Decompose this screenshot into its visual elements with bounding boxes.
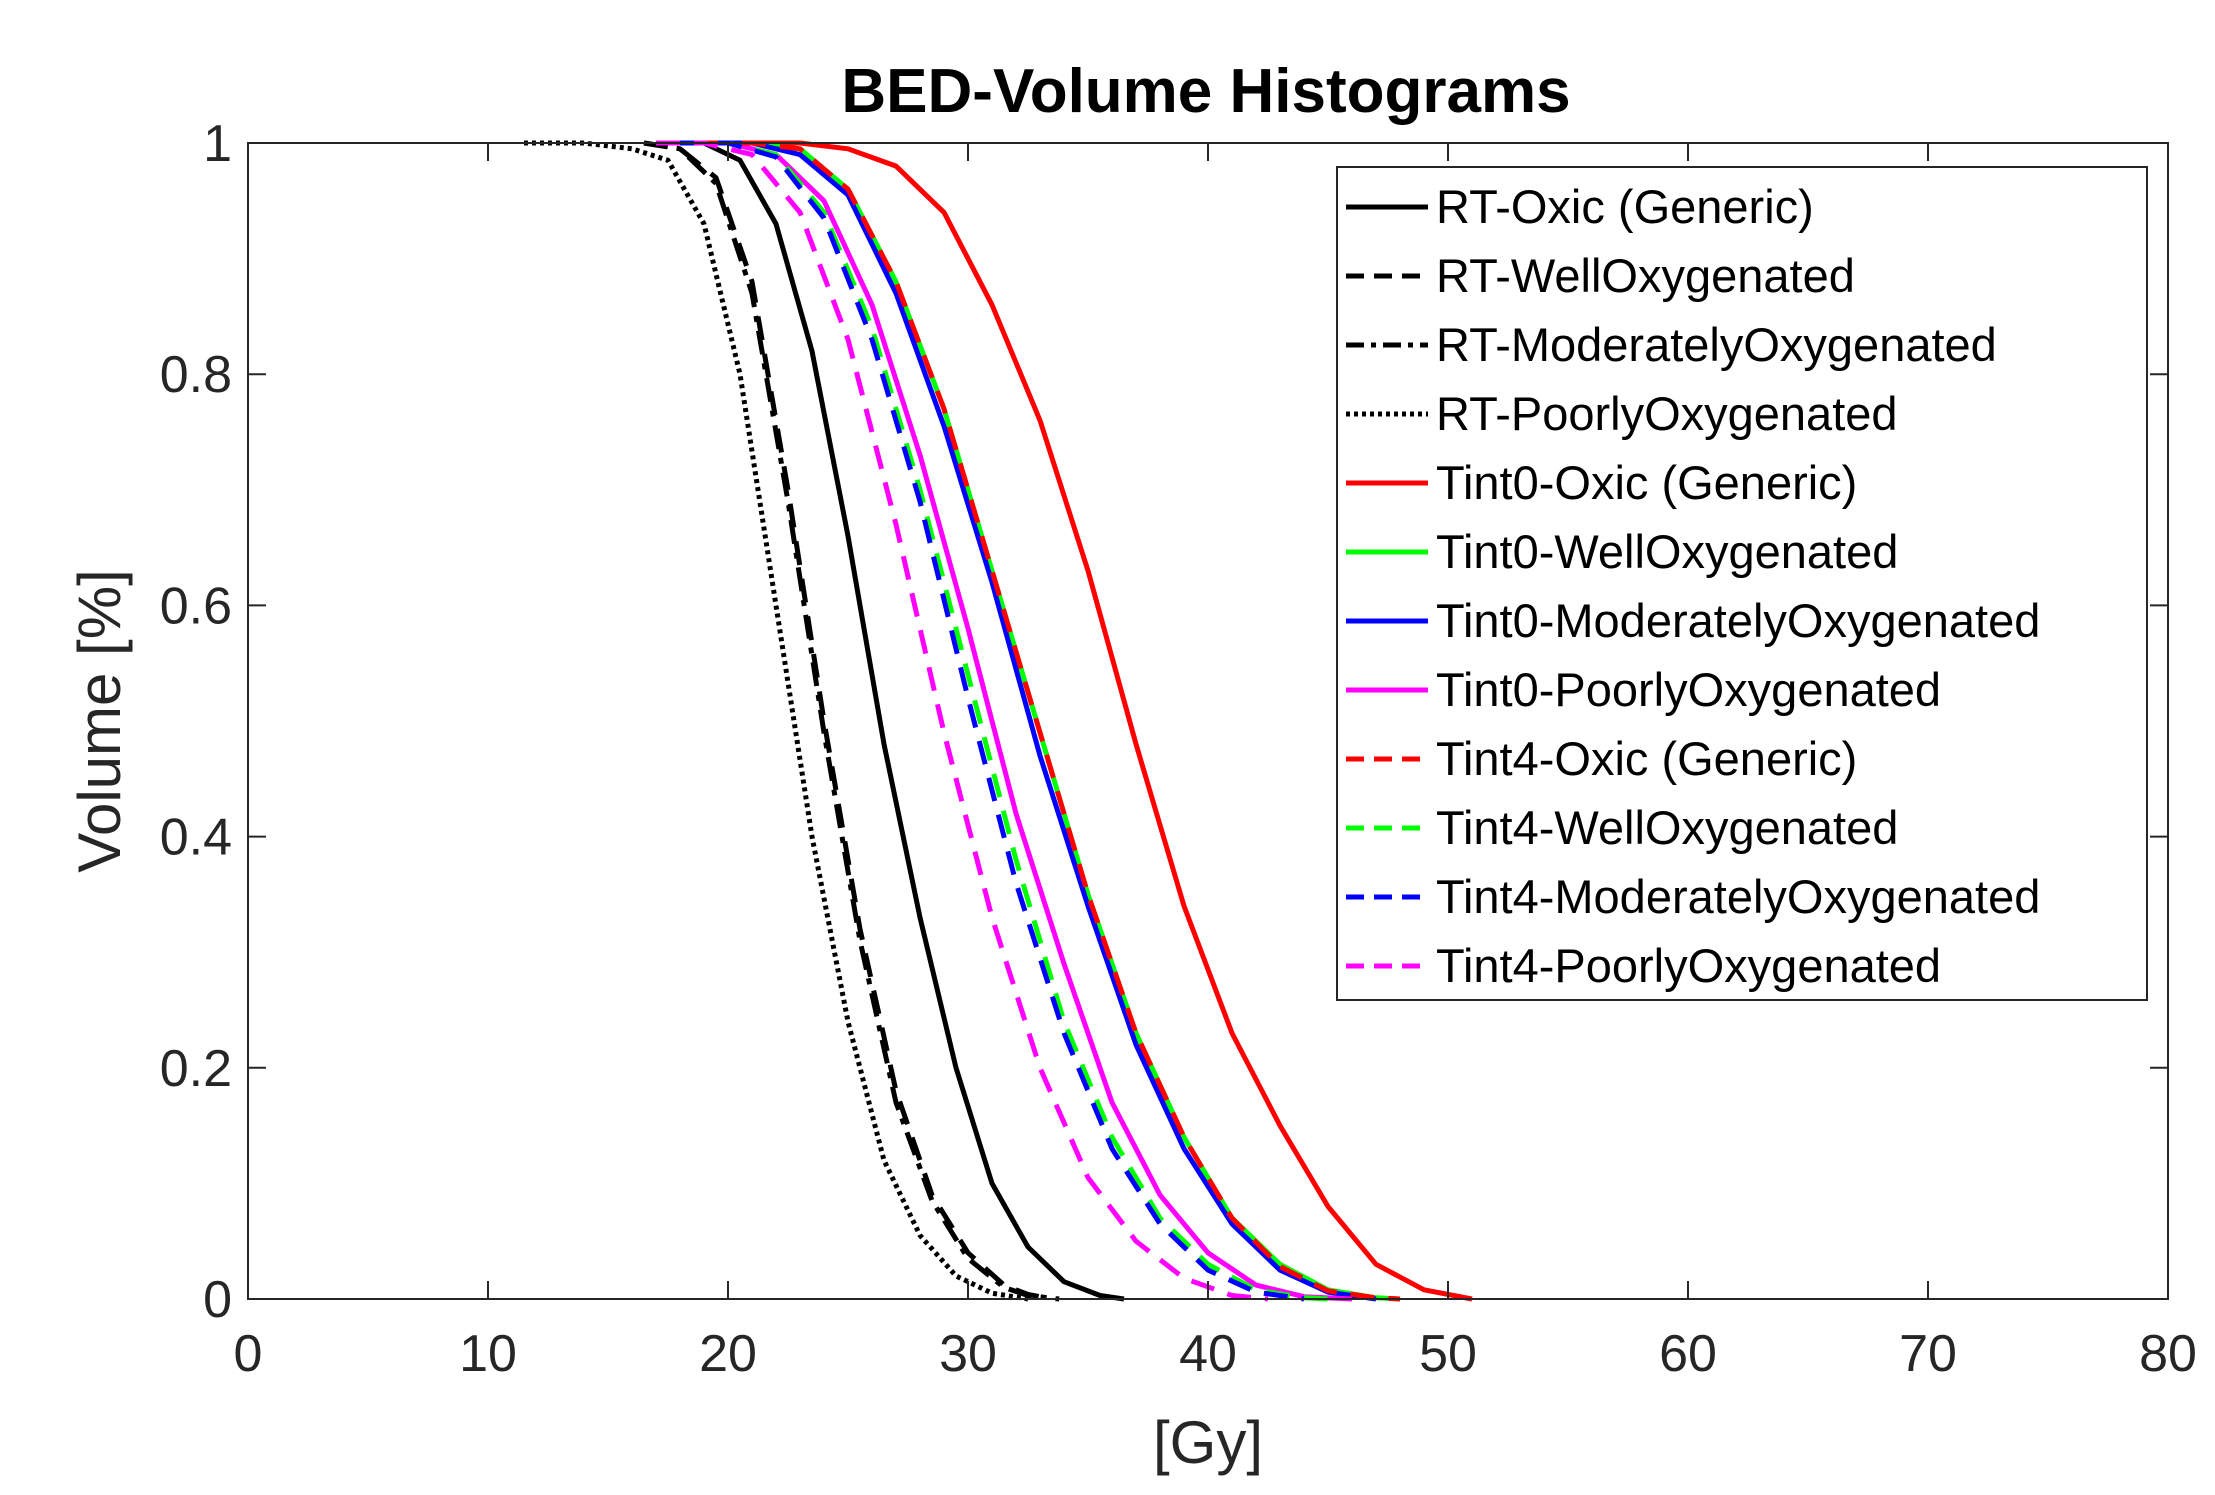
legend-label: Tint0-PoorlyOxygenated xyxy=(1436,663,1941,716)
legend-items: RT-Oxic (Generic) RT-WellOxygenated RT-Mod… xyxy=(1346,180,2040,992)
legend-box xyxy=(1336,166,2148,1001)
y-tick-label: 1 xyxy=(203,115,232,173)
x-tick-label: 30 xyxy=(939,1325,997,1383)
y-tick-label: 0.2 xyxy=(160,1040,232,1098)
x-tick-label: 80 xyxy=(2139,1325,2197,1383)
series-line-tint4-oxic-generic xyxy=(704,140,1401,1302)
series-line-rt-welloxygenated xyxy=(643,140,1053,1302)
x-tick-label: 10 xyxy=(459,1325,517,1383)
legend-label: RT-PoorlyOxygenated xyxy=(1436,387,1898,440)
x-tick-label: 60 xyxy=(1659,1325,1717,1383)
series-line-rt-moderatelyoxygenated xyxy=(643,140,1060,1302)
legend-label: Tint0-ModeratelyOxygenated xyxy=(1436,594,2040,647)
y-tick-label: 0 xyxy=(203,1271,232,1329)
series-group xyxy=(524,140,1473,1302)
legend-label: Tint0-Oxic (Generic) xyxy=(1436,456,1857,509)
series-line-tint0-oxic-generic xyxy=(752,140,1473,1302)
x-tick-label: 70 xyxy=(1899,1325,1957,1383)
series-line-tint4-poorlyoxygenated xyxy=(656,140,1269,1302)
y-tick-label: 0.8 xyxy=(160,346,232,404)
x-tick-label: 0 xyxy=(234,1325,263,1383)
legend-label: Tint4-WellOxygenated xyxy=(1436,801,1898,854)
x-tick-label: 20 xyxy=(699,1325,757,1383)
legend-label: Tint4-PoorlyOxygenated xyxy=(1436,939,1941,992)
legend-label: RT-Oxic (Generic) xyxy=(1436,180,1814,233)
x-axis-label: [Gy] xyxy=(1153,1409,1263,1476)
legend-label: Tint4-Oxic (Generic) xyxy=(1436,732,1857,785)
y-axis-label: Volume [%] xyxy=(66,569,133,873)
legend: RT-Oxic (Generic) RT-WellOxygenated RT-Mod… xyxy=(1336,166,2148,1001)
y-tick-label: 0.4 xyxy=(160,809,232,867)
legend-label: RT-WellOxygenated xyxy=(1436,249,1855,302)
legend-label: Tint4-ModeratelyOxygenated xyxy=(1436,870,2040,923)
series-line-rt-oxic-generic xyxy=(668,140,1125,1302)
x-tick-label: 50 xyxy=(1419,1325,1477,1383)
x-tick-label: 40 xyxy=(1179,1325,1237,1383)
ticks-group: 0 10 20 30 40 50 60 70 80 0 0.2 0.4 0.6 0.8 1 xyxy=(160,115,2197,1383)
chart-title: BED-Volume Histograms xyxy=(841,57,1570,126)
legend-label: RT-ModeratelyOxygenated xyxy=(1436,318,1997,371)
y-tick-label: 0.6 xyxy=(160,577,232,635)
legend-label: Tint0-WellOxygenated xyxy=(1436,525,1898,578)
series-line-rt-poorlyoxygenated xyxy=(524,140,1029,1302)
series-line-tint4-moderatelyoxygenated xyxy=(680,140,1305,1302)
series-line-tint0-moderatelyoxygenated xyxy=(704,140,1377,1302)
